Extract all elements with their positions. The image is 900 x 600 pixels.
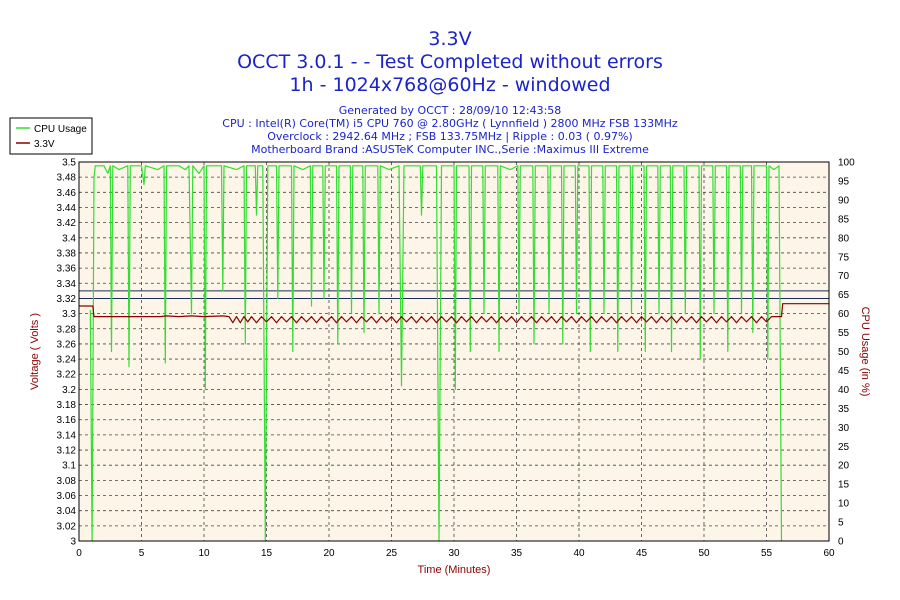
y-axis-left-label: Voltage ( Volts ) — [29, 313, 41, 390]
y-right-tick-label: 90 — [838, 195, 850, 206]
y-right-tick-label: 100 — [838, 158, 855, 169]
y-right-tick-label: 35 — [838, 404, 850, 415]
x-tick-label: 15 — [261, 548, 273, 559]
chart-title: 3.3V — [428, 28, 471, 50]
y-left-tick-label: 3.4 — [62, 233, 76, 244]
x-tick-label: 30 — [448, 548, 460, 559]
tick-labels: 3 3.02 3.04 3.06 3.08 3.1 3.12 3.14 3.16 3.18 3.2 3… — [57, 158, 856, 560]
y-left-tick-label: 3.16 — [57, 415, 77, 426]
info-cpu: CPU : Intel(R) Core(TM) i5 CPU 760 @ 2.8… — [222, 117, 678, 130]
x-tick-label: 20 — [323, 548, 335, 559]
y-left-tick-label: 3.2 — [62, 385, 76, 396]
y-left-tick-label: 3.26 — [57, 339, 77, 350]
legend-label-3-3v: 3.3V — [34, 139, 55, 150]
y-right-tick-label: 60 — [838, 309, 850, 320]
info-motherboard: Motherboard Brand :ASUSTeK Computer INC.… — [251, 143, 649, 156]
x-tick-label: 25 — [386, 548, 398, 559]
y-left-tick-label: 3.18 — [57, 400, 77, 411]
y-left-tick-label: 3.04 — [57, 506, 77, 517]
series-line-3-3v — [79, 303, 829, 324]
info-generated: Generated by OCCT : 28/09/10 12:43:58 — [339, 104, 562, 117]
y-left-tick-label: 3.06 — [57, 491, 77, 502]
y-left-tick-label: 3.3 — [62, 309, 76, 320]
y-right-tick-label: 75 — [838, 252, 850, 263]
y-left-tick-label: 3.02 — [57, 521, 77, 532]
x-tick-label: 60 — [823, 548, 835, 559]
reference-lines — [79, 290, 829, 299]
y-left-tick-label: 3.24 — [57, 355, 77, 366]
y-right-tick-label: 0 — [838, 537, 844, 548]
x-tick-label: 35 — [511, 548, 523, 559]
y-left-tick-label: 3.46 — [57, 188, 77, 199]
y-right-tick-label: 5 — [838, 518, 844, 529]
y-left-tick-label: 3.44 — [57, 203, 77, 214]
y-left-tick-label: 3.48 — [57, 173, 77, 184]
y-right-tick-label: 10 — [838, 499, 850, 510]
y-right-tick-label: 15 — [838, 480, 850, 491]
y-left-tick-label: 3.5 — [62, 158, 76, 169]
y-left-tick-label: 3.28 — [57, 324, 77, 335]
x-tick-label: 55 — [761, 548, 773, 559]
y-left-tick-label: 3.1 — [62, 461, 76, 472]
y-right-tick-label: 40 — [838, 385, 850, 396]
x-tick-label: 5 — [139, 548, 145, 559]
series — [79, 165, 829, 542]
x-tick-label: 10 — [198, 548, 210, 559]
y-right-tick-label: 55 — [838, 328, 850, 339]
y-right-tick-label: 20 — [838, 461, 850, 472]
y-left-tick-label: 3.22 — [57, 370, 77, 381]
y-right-tick-label: 45 — [838, 366, 850, 377]
y-left-tick-label: 3.32 — [57, 294, 77, 305]
y-left-tick-label: 3.36 — [57, 264, 77, 275]
legend: CPU Usage 3.3V — [9, 117, 93, 155]
y-right-tick-label: 30 — [838, 423, 850, 434]
y-axis-right-label: CPU Usage (in %) — [859, 307, 871, 397]
y-right-tick-label: 50 — [838, 347, 850, 358]
y-left-tick-label: 3 — [70, 537, 76, 548]
y-right-tick-label: 70 — [838, 271, 850, 282]
y-left-tick-label: 3.08 — [57, 476, 77, 487]
plot-frame — [78, 161, 830, 542]
y-right-tick-label: 25 — [838, 442, 850, 453]
y-right-tick-label: 95 — [838, 176, 850, 187]
series-line-cpu-usage — [89, 165, 783, 542]
chart-titles: 3.3V OCCT 3.0.1 - - Test Completed witho… — [222, 28, 678, 156]
y-left-tick-label: 3.42 — [57, 218, 77, 229]
info-overclock: Overclock : 2942.64 MHz ; FSB 133.75MHz … — [267, 130, 632, 143]
x-tick-label: 50 — [698, 548, 710, 559]
y-left-tick-label: 3.14 — [57, 430, 77, 441]
legend-label-cpu-usage: CPU Usage — [34, 124, 87, 135]
chart-subtitle: OCCT 3.0.1 - - Test Completed without er… — [237, 51, 663, 73]
y-right-tick-label: 85 — [838, 214, 850, 225]
y-right-tick-label: 80 — [838, 233, 850, 244]
x-tick-label: 0 — [76, 548, 82, 559]
x-axis-label: Time (Minutes) — [418, 564, 491, 576]
y-left-tick-label: 3.12 — [57, 446, 77, 457]
x-tick-label: 40 — [573, 548, 585, 559]
legend-box — [9, 117, 93, 155]
chart-subtitle-2: 1h - 1024x768@60Hz - windowed — [289, 74, 610, 96]
y-left-tick-label: 3.38 — [57, 248, 77, 259]
y-left-tick-label: 3.34 — [57, 279, 77, 290]
y-right-tick-label: 65 — [838, 290, 850, 301]
x-tick-label: 45 — [636, 548, 648, 559]
